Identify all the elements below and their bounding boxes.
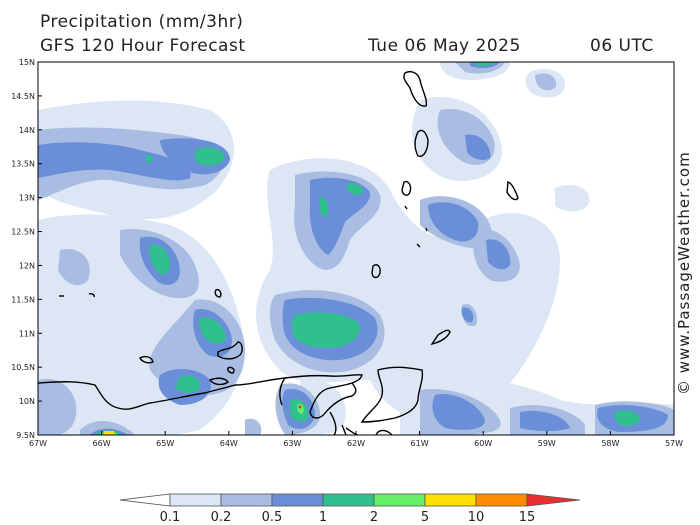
lon-label: 64W <box>220 439 238 448</box>
lat-label: 9.5N <box>16 431 35 440</box>
lat-label: 13N <box>19 194 35 203</box>
colorbar-label: 5 <box>420 510 430 525</box>
colorbar-segment <box>322 493 375 507</box>
forecast-date: Tue 06 May 2025 <box>368 36 521 56</box>
colorbar-high-cap <box>526 493 581 507</box>
lon-label: 59W <box>538 439 556 448</box>
lat-label: 12.5N <box>11 228 35 237</box>
lon-label: 62W <box>347 439 365 448</box>
lat-label: 14N <box>19 126 35 135</box>
coastline-layer <box>38 71 519 435</box>
colorbar-label: 0.1 <box>159 510 181 525</box>
credit-text: © www.PassageWeather.com <box>675 151 693 395</box>
lat-label: 11N <box>19 329 35 338</box>
lon-label: 58W <box>601 439 619 448</box>
lon-label: 63W <box>283 439 301 448</box>
colorbar-segment <box>169 493 222 507</box>
colorbar-label: 1 <box>318 510 328 525</box>
lon-label: 57W <box>665 439 683 448</box>
colorbar-segment <box>271 493 324 507</box>
precipitation-field <box>38 62 674 435</box>
map-title: Precipitation (mm/3hr) <box>40 12 244 32</box>
lon-label: 66W <box>93 439 111 448</box>
lat-label: 14.5N <box>11 92 35 101</box>
lat-label: 13.5N <box>11 160 35 169</box>
lat-label: 10N <box>19 397 35 406</box>
map-subtitle: GFS 120 Hour Forecast <box>40 36 246 56</box>
lat-label: 11.5N <box>11 295 35 304</box>
colorbar-label: 2 <box>369 510 379 525</box>
colorbar-segment <box>373 493 426 507</box>
forecast-time: 06 UTC <box>590 36 654 56</box>
lon-label: 67W <box>29 439 47 448</box>
longitude-labels: 67W 66W 65W 64W 63W 62W 61W 60W 59W 58W 57W <box>29 439 683 448</box>
colorbar-segment <box>220 493 273 507</box>
lon-label: 65W <box>156 439 174 448</box>
colorbar-segment <box>475 493 528 507</box>
colorbar-low-cap <box>119 493 171 507</box>
lat-label: 15N <box>19 58 35 67</box>
colorbar-label: 10 <box>467 510 485 525</box>
axis-ticks <box>37 61 675 436</box>
colorbar-segment <box>424 493 477 507</box>
latitude-labels: 15N 14.5N 14N 13.5N 13N 12.5N 12N 11.5N 11N 10.5N… <box>11 58 35 440</box>
colorbar <box>119 493 581 507</box>
lon-label: 61W <box>411 439 429 448</box>
lat-label: 10.5N <box>11 363 35 372</box>
lat-label: 12N <box>19 261 35 270</box>
colorbar-label: 0.5 <box>261 510 283 525</box>
colorbar-label: 0.2 <box>210 510 232 525</box>
colorbar-label: 15 <box>518 510 536 525</box>
lon-label: 60W <box>474 439 492 448</box>
